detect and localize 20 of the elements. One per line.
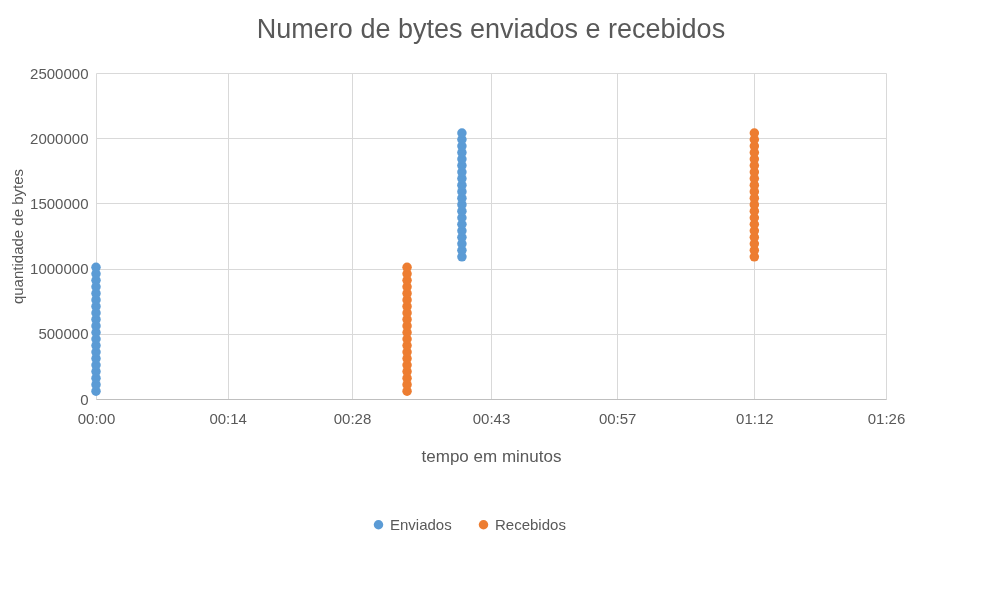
y-tick-label: 2500000 <box>30 64 89 82</box>
legend-label: Recebidos <box>495 515 566 533</box>
x-tick-label: 00:57 <box>598 409 637 427</box>
y-tick-label: 2000000 <box>30 129 89 147</box>
y-tick-label: 1000000 <box>30 260 89 278</box>
y-tick-label: 500000 <box>38 325 89 343</box>
point <box>749 128 760 138</box>
y-axis-title: quantidade de bytes <box>9 168 27 305</box>
x-tick-label: 01:26 <box>867 409 906 427</box>
x-axis-title: tempo em minutos <box>421 446 562 466</box>
y-tick-label: 0 <box>80 390 89 408</box>
x-tick-label: 00:14 <box>209 409 247 427</box>
x-tick-label: 01:12 <box>736 409 774 427</box>
y-tick-label: 1500000 <box>30 194 89 212</box>
point <box>457 128 467 138</box>
x-tick-label: 00:28 <box>333 409 372 427</box>
x-tick-label: 00:00 <box>77 409 116 427</box>
legend-label: Enviados <box>390 515 452 533</box>
x-tick-label: 00:43 <box>472 409 511 427</box>
chart-title: Numero de bytes enviados e recebidos <box>256 14 726 44</box>
